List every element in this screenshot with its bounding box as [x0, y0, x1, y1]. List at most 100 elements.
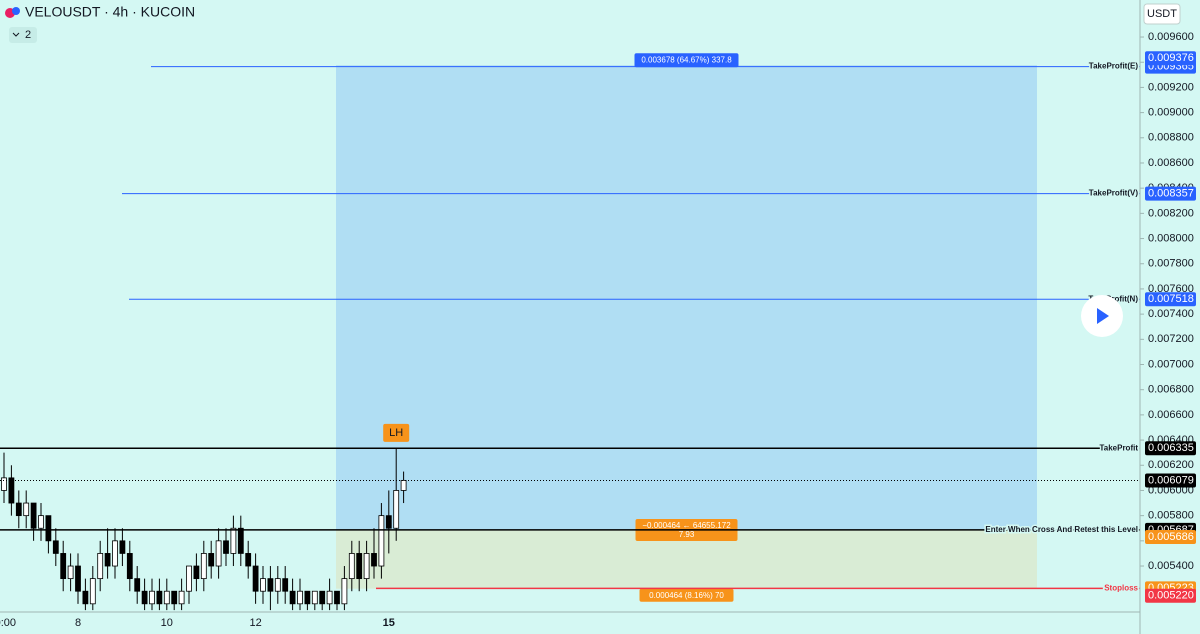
candle-body — [363, 553, 370, 580]
candle-body — [341, 578, 348, 605]
y-tick-label: 0.007400 — [1148, 308, 1194, 320]
candle-body — [282, 578, 289, 592]
position-tag — [1145, 530, 1196, 545]
candle-body — [230, 527, 237, 554]
candle-body — [297, 590, 303, 605]
level-name: TakeProfit — [1099, 443, 1138, 452]
candle-body — [274, 578, 281, 592]
candle-body — [311, 590, 318, 605]
annotation-box — [383, 423, 410, 442]
candle-body — [260, 578, 266, 592]
candle-body — [1, 477, 7, 491]
stop-box — [639, 588, 734, 602]
candle-body — [8, 477, 15, 504]
y-tick-label: 0.007600 — [1148, 283, 1194, 295]
currency: USDT — [1147, 8, 1177, 20]
stop-text: 0.000464 (8.16%) 70 — [649, 591, 724, 600]
symbol-icon — [12, 7, 20, 15]
target-text: 0.003678 (64.67%) 337.8 — [641, 55, 732, 64]
x-tick-label: 10 — [161, 617, 173, 629]
candle-body — [223, 540, 229, 554]
y-tick-label: 0.005400 — [1148, 560, 1194, 572]
candle-body — [289, 590, 296, 605]
candle-body — [171, 590, 178, 605]
candle-body — [67, 565, 74, 580]
level-tag-label: 0.006335 — [1148, 442, 1194, 454]
y-tick-label: 0.009600 — [1148, 31, 1194, 43]
y-tick-label: 0.007200 — [1148, 333, 1194, 345]
candle-body — [60, 553, 67, 580]
candle-body — [252, 565, 259, 592]
level-name: Stoploss — [1104, 583, 1138, 592]
level-tag — [1145, 441, 1196, 456]
x-tick-label: 0:00 — [0, 617, 16, 629]
level-name: TakeProfit(V) — [1089, 189, 1139, 198]
candle-body — [163, 590, 170, 605]
candle-body — [400, 479, 407, 491]
candle-body — [326, 590, 333, 605]
level-tag — [1145, 186, 1196, 201]
symbol-title: VELOUSDT · 4h · KUCOIN — [25, 4, 195, 20]
candle-body — [141, 590, 148, 605]
indicator-toggle[interactable] — [9, 27, 37, 43]
y-tick-label: 0.008600 — [1148, 157, 1194, 169]
x-tick-label: 8 — [75, 617, 81, 629]
y-tick-label: 0.008200 — [1148, 207, 1194, 219]
entry-text: 7.93 — [679, 530, 695, 539]
candle-body — [393, 490, 400, 529]
level-tag-label: 0.007518 — [1148, 293, 1194, 305]
candle-body — [75, 565, 81, 592]
candle-body — [200, 553, 207, 580]
current-price-label: 0.006079 — [1148, 474, 1194, 486]
candle-body — [385, 515, 392, 529]
candle-body — [356, 553, 363, 580]
candle-body — [104, 553, 111, 567]
candle-body — [208, 553, 215, 567]
candle-body — [82, 590, 89, 605]
candle-body — [371, 553, 377, 567]
candle-body — [23, 502, 30, 517]
position-tag-label: 0.005686 — [1148, 531, 1194, 543]
level-tag-label: 0.008357 — [1148, 187, 1194, 199]
candle-body — [89, 578, 96, 605]
y-tick-label: 0.006800 — [1148, 384, 1194, 396]
candle-body — [319, 590, 326, 605]
candle-body — [156, 590, 163, 605]
x-tick-label: 12 — [249, 617, 261, 629]
candle-body — [186, 565, 192, 592]
candle-body — [52, 540, 59, 554]
position-tag — [1145, 588, 1196, 603]
candle-body — [245, 553, 252, 567]
annotation: LH — [389, 427, 403, 439]
candle-body — [30, 502, 37, 529]
y-tick-label: 0.008000 — [1148, 232, 1194, 244]
level-name: TakeProfit(E) — [1089, 62, 1139, 71]
indicator-count: 2 — [25, 29, 31, 41]
y-tick-label: 0.007800 — [1148, 258, 1194, 270]
candle-body — [97, 553, 104, 580]
candle-body — [178, 590, 185, 605]
position-tag-label: 0.009376 — [1148, 52, 1194, 64]
candle-body — [112, 540, 118, 567]
candle-body — [126, 553, 133, 580]
position-tag — [1145, 51, 1196, 66]
y-tick-label: 0.006600 — [1148, 409, 1194, 421]
candle-body — [237, 527, 244, 554]
candle-body — [149, 590, 155, 605]
candle-body — [378, 515, 385, 567]
current-price-tag — [1145, 473, 1196, 488]
candle-body — [348, 553, 355, 580]
profit-zone — [336, 65, 1037, 531]
play-icon — [1097, 308, 1109, 324]
y-tick-label: 0.008800 — [1148, 132, 1194, 144]
candle-body — [134, 578, 141, 592]
y-tick-label: 0.009200 — [1148, 81, 1194, 93]
y-tick-label: 0.005800 — [1148, 510, 1194, 522]
y-tick-label: 0.006200 — [1148, 459, 1194, 471]
y-tick-label: 0.009000 — [1148, 107, 1194, 119]
candle-body — [304, 590, 311, 605]
candle-body — [15, 502, 22, 517]
currency-button[interactable] — [1143, 3, 1181, 25]
position-tag-label: 0.005220 — [1148, 590, 1194, 602]
